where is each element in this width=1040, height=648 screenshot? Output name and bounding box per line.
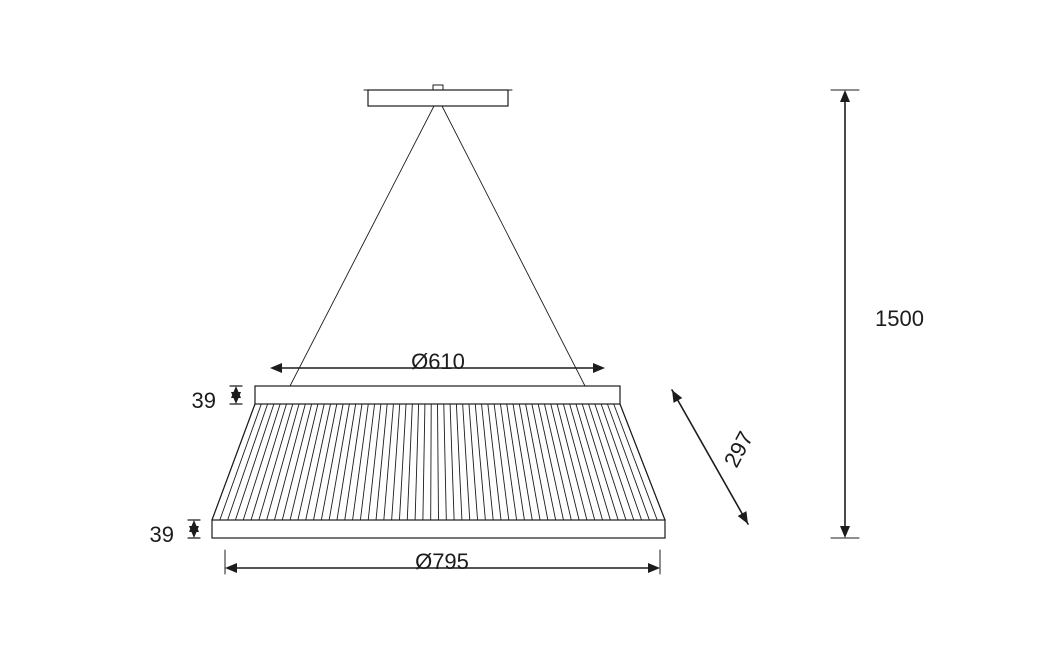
dim-band-top: 39 [192,388,216,413]
dim-top-diameter: Ø610 [411,349,465,374]
shade-pleats [212,404,665,520]
dim-bottom-diameter: Ø795 [415,549,469,574]
pendant-lamp-diagram: 1500 297 Ø610 Ø795 39 39 [0,0,1040,648]
dim-shade-height: 297 [719,427,758,471]
dim-band-bottom: 39 [150,522,174,547]
dim-height-total: 1500 [875,306,924,331]
